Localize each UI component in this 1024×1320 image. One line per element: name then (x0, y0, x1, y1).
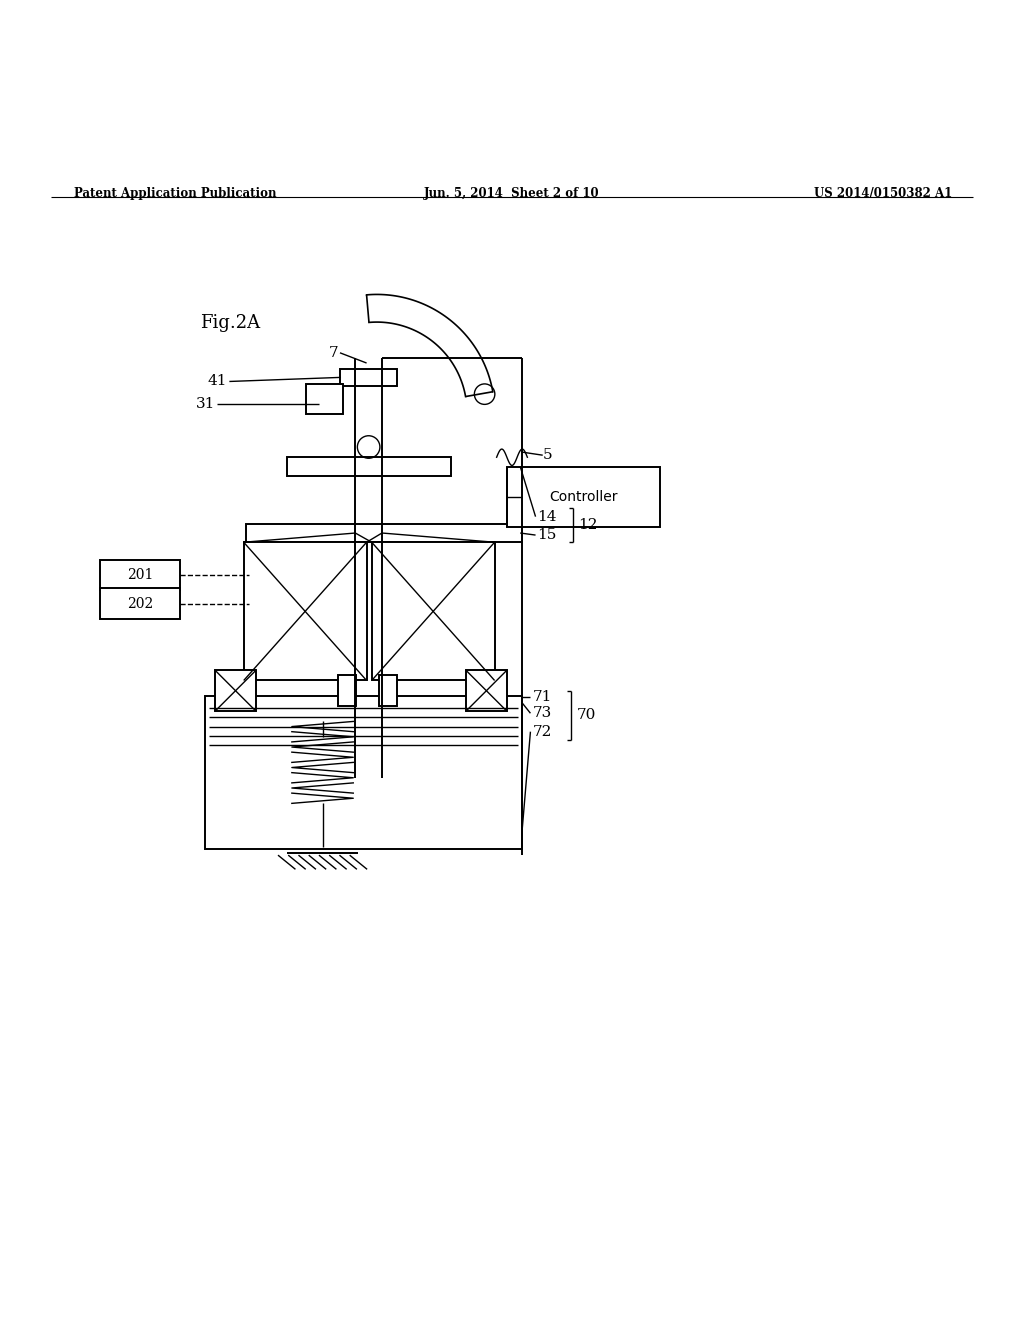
Text: 72: 72 (532, 725, 552, 739)
Text: 12: 12 (579, 519, 598, 532)
Text: 5: 5 (543, 449, 552, 462)
Text: 7: 7 (329, 346, 338, 360)
Bar (215, 671, 256, 711)
Bar (338, 676, 356, 706)
Text: 70: 70 (577, 709, 596, 722)
Bar (100, 560, 180, 590)
Bar (246, 524, 522, 543)
Text: Patent Application Publication: Patent Application Publication (74, 187, 276, 199)
Bar (287, 457, 451, 475)
Text: 15: 15 (538, 528, 557, 543)
Bar (507, 467, 660, 527)
Text: Jun. 5, 2014  Sheet 2 of 10: Jun. 5, 2014 Sheet 2 of 10 (424, 187, 600, 199)
Text: 202: 202 (127, 597, 154, 611)
Bar (466, 671, 507, 711)
Text: 201: 201 (127, 568, 154, 582)
Bar (244, 543, 367, 681)
Bar (340, 370, 396, 385)
Bar (100, 589, 180, 619)
Text: Controller: Controller (550, 490, 617, 504)
Text: 31: 31 (196, 397, 215, 411)
Text: 73: 73 (532, 706, 552, 721)
Bar (306, 384, 343, 414)
Text: 14: 14 (538, 510, 557, 524)
Bar (379, 676, 397, 706)
Text: 41: 41 (208, 375, 227, 388)
Bar (205, 696, 522, 850)
Bar (372, 543, 495, 681)
Text: 71: 71 (532, 690, 552, 704)
Text: US 2014/0150382 A1: US 2014/0150382 A1 (814, 187, 952, 199)
Text: Fig.2A: Fig.2A (200, 314, 260, 331)
